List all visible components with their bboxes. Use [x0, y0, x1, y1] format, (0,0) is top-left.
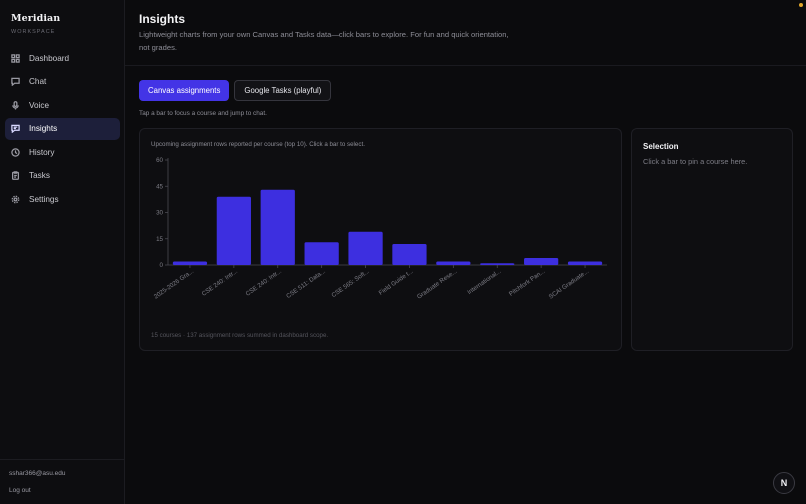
x-tick-label: CSE 565: Soft... [330, 268, 371, 299]
x-tick-label: Pitchfork Pan... [508, 268, 547, 298]
gear-icon [11, 195, 20, 204]
assistant-fab-button[interactable]: N [773, 472, 795, 494]
chart-bar[interactable] [348, 231, 383, 265]
sidebar-item-label: Dashboard [29, 53, 70, 63]
y-tick-label: 0 [160, 262, 164, 269]
chart-footer: 15 courses · 137 assignment rows summed … [151, 332, 329, 339]
chart-caption: Upcoming assignment rows reported per co… [151, 141, 365, 148]
sidebar-item-settings[interactable]: Settings [5, 189, 120, 211]
x-tick-label: 2025-2026 Gra... [153, 268, 196, 301]
chart-bar[interactable] [304, 242, 339, 265]
brand: Meridian WORKSPACE [11, 13, 60, 35]
y-tick-label: 45 [156, 183, 163, 190]
chart-card: Upcoming assignment rows reported per co… [139, 128, 622, 351]
sidebar-item-label: Insights [29, 124, 58, 134]
sidebar-footer: sshar366@asu.edu Log out [0, 459, 125, 494]
x-tick-label: CSE 240: Intr... [245, 268, 284, 298]
chart-hint: Tap a bar to focus a course and jump to … [139, 110, 267, 117]
chart-bar[interactable] [260, 189, 295, 265]
mic-icon [11, 100, 20, 110]
chart-bar[interactable] [216, 196, 251, 265]
chart-bar[interactable] [436, 261, 471, 266]
selection-hint: Click a bar to pin a course here. [643, 157, 748, 166]
logout-link[interactable]: Log out [9, 487, 31, 494]
chart-bar[interactable] [567, 261, 603, 266]
x-tick-label: Field Guide t... [378, 268, 415, 297]
page-description: Lightweight charts from your own Canvas … [139, 30, 509, 52]
sidebar-item-label: Settings [29, 195, 59, 205]
chart-bar[interactable] [480, 263, 515, 265]
grid-icon [11, 53, 20, 63]
selection-card: Selection Click a bar to pin a course he… [631, 128, 793, 351]
chart-bar[interactable] [392, 244, 427, 265]
selection-title: Selection [643, 142, 679, 151]
sidebar-item-label: Voice [29, 100, 50, 110]
x-tick-label: SCAI Graduate... [548, 268, 591, 301]
user-email: sshar366@asu.edu [9, 470, 66, 477]
sidebar-item-insights[interactable]: Insights [5, 117, 120, 140]
brand-subtitle: WORKSPACE [11, 29, 56, 35]
insights-icon [11, 124, 20, 134]
chart-bar[interactable] [524, 258, 559, 265]
x-tick-label: International... [466, 268, 502, 296]
status-dot [799, 3, 803, 7]
x-tick-label: CSE 511: Data... [285, 268, 327, 300]
sidebar-item-voice[interactable]: Voice [5, 94, 120, 116]
brand-name: Meridian [11, 13, 61, 24]
sidebar-item-label: History [29, 147, 55, 157]
sidebar-item-label: Chat [29, 77, 47, 87]
tab-canvas-assignments[interactable]: Canvas assignments [139, 80, 230, 101]
sidebar-nav: Dashboard Chat Voice Insights History [5, 47, 120, 212]
y-tick-label: 60 [156, 157, 163, 164]
main-content: Insights Lightweight charts from your ow… [125, 0, 806, 504]
sidebar-item-chat[interactable]: Chat [5, 71, 120, 93]
chat-icon [11, 77, 20, 87]
sidebar-item-tasks[interactable]: Tasks [5, 165, 120, 187]
fab-label: N [780, 478, 788, 488]
tab-bar: Canvas assignments Google Tasks (playful… [139, 80, 336, 101]
clock-icon [11, 148, 20, 157]
y-tick-label: 15 [156, 236, 163, 243]
x-tick-label: CSE 240: Intr... [201, 268, 240, 298]
sidebar-item-dashboard[interactable]: Dashboard [5, 47, 120, 69]
tab-google-tasks[interactable]: Google Tasks (playful) [234, 80, 332, 101]
sidebar: Meridian WORKSPACE Dashboard Chat Voice [0, 0, 125, 504]
clipboard-icon [11, 171, 20, 181]
chart-bar[interactable] [172, 261, 208, 266]
x-tick-label: Graduate Rese... [416, 268, 459, 301]
sidebar-item-history[interactable]: History [5, 141, 120, 163]
page-header: Insights Lightweight charts from your ow… [125, 0, 806, 66]
sidebar-item-label: Tasks [29, 171, 50, 181]
page-title: Insights [139, 12, 186, 26]
y-tick-label: 30 [156, 210, 163, 217]
